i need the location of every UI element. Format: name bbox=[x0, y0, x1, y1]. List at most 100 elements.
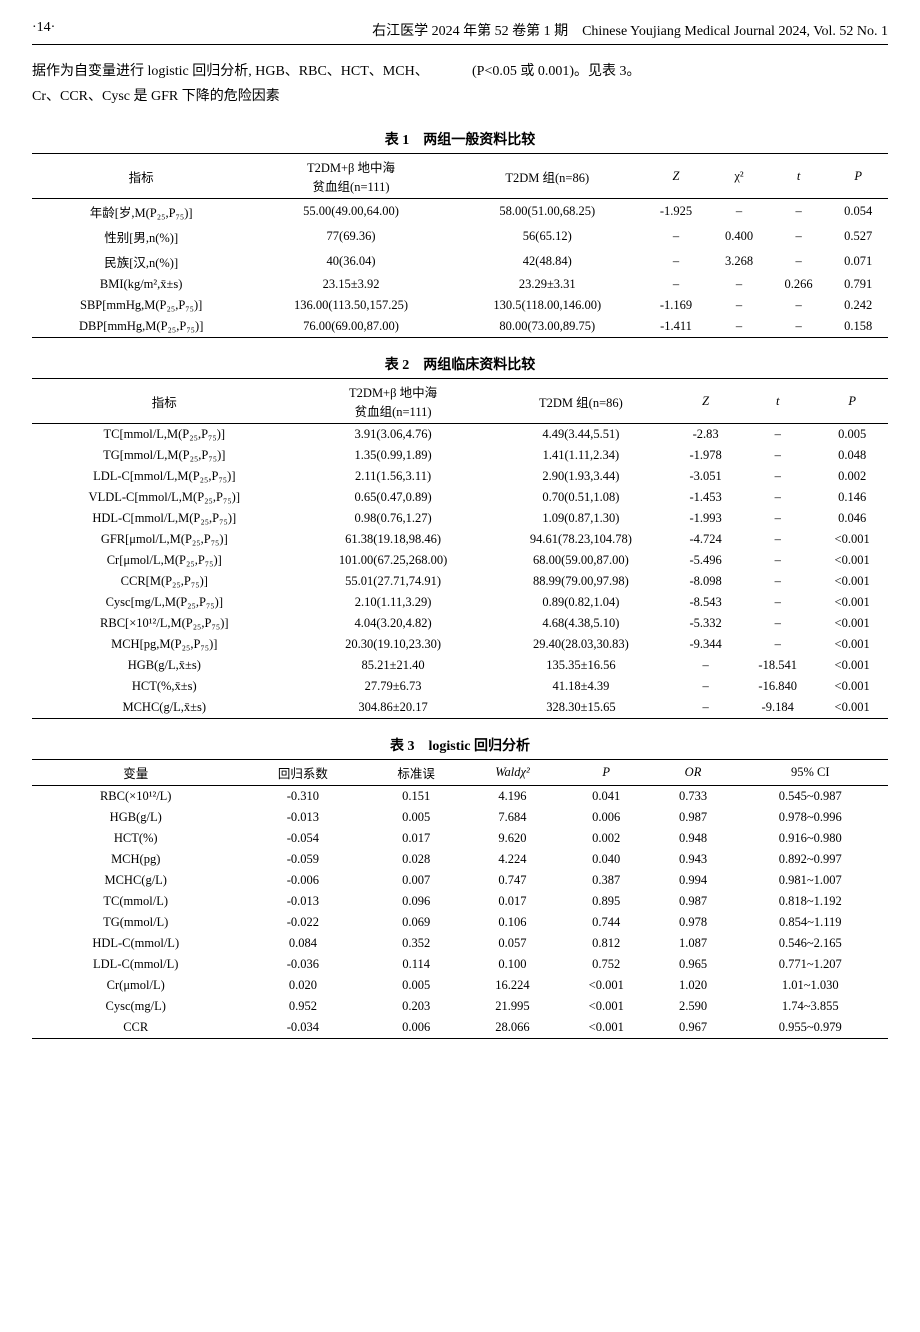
cell: 0.978~0.996 bbox=[733, 807, 888, 828]
col-header: P bbox=[559, 760, 654, 786]
cell: – bbox=[709, 316, 769, 338]
cell: 3.91(3.06,4.76) bbox=[297, 424, 490, 446]
col-header: Z bbox=[672, 379, 739, 424]
cell: 4.49(3.44,5.51) bbox=[490, 424, 673, 446]
cell: 0.114 bbox=[366, 954, 466, 975]
col-header: T2DM+β 地中海贫血组(n=111) bbox=[297, 379, 490, 424]
cell: 23.15±3.92 bbox=[250, 274, 451, 295]
cell: 29.40(28.03,30.83) bbox=[490, 634, 673, 655]
cell: 0.854~1.119 bbox=[733, 912, 888, 933]
table-row: 性别[男,n(%)]77(69.36)56(65.12)–0.400–0.527 bbox=[32, 224, 888, 249]
cell: 年龄[岁,M(P₂₅,P₇₅)] bbox=[32, 199, 250, 225]
cell: <0.001 bbox=[816, 697, 888, 719]
table-row: Cr(μmol/L)0.0200.00516.224<0.0011.0201.0… bbox=[32, 975, 888, 996]
cell: 68.00(59.00,87.00) bbox=[490, 550, 673, 571]
cell: -3.051 bbox=[672, 466, 739, 487]
cell: 0.546~2.165 bbox=[733, 933, 888, 954]
cell: -2.83 bbox=[672, 424, 739, 446]
cell: – bbox=[672, 655, 739, 676]
cell: <0.001 bbox=[816, 655, 888, 676]
cell: 0.387 bbox=[559, 870, 654, 891]
cell: 0.892~0.997 bbox=[733, 849, 888, 870]
cell: <0.001 bbox=[816, 634, 888, 655]
cell: 0.400 bbox=[709, 224, 769, 249]
cell: 56(65.12) bbox=[452, 224, 643, 249]
col-header: 标准误 bbox=[366, 760, 466, 786]
cell: 0.041 bbox=[559, 786, 654, 808]
cell: -0.006 bbox=[239, 870, 366, 891]
table-row: MCH[pg,M(P₂₅,P₇₅)]20.30(19.10,23.30)29.4… bbox=[32, 634, 888, 655]
cell: 23.29±3.31 bbox=[452, 274, 643, 295]
cell: -0.013 bbox=[239, 807, 366, 828]
table-row: HDL-C(mmol/L)0.0840.3520.0570.8121.0870.… bbox=[32, 933, 888, 954]
cell: – bbox=[672, 676, 739, 697]
cell: – bbox=[769, 199, 829, 225]
cell: Cysc[mg/L,M(P₂₅,P₇₅)] bbox=[32, 592, 297, 613]
cell: – bbox=[739, 550, 816, 571]
cell: -1.411 bbox=[643, 316, 709, 338]
cell: 0.978 bbox=[653, 912, 732, 933]
table-row: 民族[汉,n(%)]40(36.04)42(48.84)–3.268–0.071 bbox=[32, 249, 888, 274]
cell: CCR[M(P₂₅,P₇₅)] bbox=[32, 571, 297, 592]
table-row: LDL-C(mmol/L)-0.0360.1140.1000.7520.9650… bbox=[32, 954, 888, 975]
cell: 1.41(1.11,2.34) bbox=[490, 445, 673, 466]
body-col-right: (P<0.05 或 0.001)。见表 3。 bbox=[472, 59, 888, 109]
table-row: TC(mmol/L)-0.0130.0960.0170.8950.9870.81… bbox=[32, 891, 888, 912]
col-header: 回归系数 bbox=[239, 760, 366, 786]
table-row: RBC[×10¹²/L,M(P₂₅,P₇₅)]4.04(3.20,4.82)4.… bbox=[32, 613, 888, 634]
cell: VLDL-C[mmol/L,M(P₂₅,P₇₅)] bbox=[32, 487, 297, 508]
table-row: BMI(kg/m²,x̄±s)23.15±3.9223.29±3.31––0.2… bbox=[32, 274, 888, 295]
cell: HCT(%,x̄±s) bbox=[32, 676, 297, 697]
cell: 20.30(19.10,23.30) bbox=[297, 634, 490, 655]
cell: – bbox=[709, 295, 769, 316]
cell: – bbox=[739, 592, 816, 613]
cell: -1.978 bbox=[672, 445, 739, 466]
cell: 27.79±6.73 bbox=[297, 676, 490, 697]
cell: 4.04(3.20,4.82) bbox=[297, 613, 490, 634]
cell: -9.184 bbox=[739, 697, 816, 719]
cell: 2.90(1.93,3.44) bbox=[490, 466, 673, 487]
cell: 0.994 bbox=[653, 870, 732, 891]
cell: Cysc(mg/L) bbox=[32, 996, 239, 1017]
cell: BMI(kg/m²,x̄±s) bbox=[32, 274, 250, 295]
cell: – bbox=[739, 424, 816, 446]
cell: – bbox=[739, 445, 816, 466]
cell: – bbox=[769, 224, 829, 249]
table1-title: 表 1 两组一般资料比较 bbox=[32, 129, 888, 149]
cell: 1.01~1.030 bbox=[733, 975, 888, 996]
cell: 0.771~1.207 bbox=[733, 954, 888, 975]
body-col-left: 据作为自变量进行 logistic 回归分析, HGB、RBC、HCT、MCH、… bbox=[32, 59, 448, 109]
cell: CCR bbox=[32, 1017, 239, 1039]
cell: 0.955~0.979 bbox=[733, 1017, 888, 1039]
cell: 0.007 bbox=[366, 870, 466, 891]
table-row: MCHC(g/L)-0.0060.0070.7470.3870.9940.981… bbox=[32, 870, 888, 891]
cell: HCT(%) bbox=[32, 828, 239, 849]
cell: 0.017 bbox=[366, 828, 466, 849]
cell: 2.11(1.56,3.11) bbox=[297, 466, 490, 487]
table-row: VLDL-C[mmol/L,M(P₂₅,P₇₅)]0.65(0.47,0.89)… bbox=[32, 487, 888, 508]
cell: SBP[mmHg,M(P₂₅,P₇₅)] bbox=[32, 295, 250, 316]
table-row: MCHC(g/L,x̄±s)304.86±20.17328.30±15.65–-… bbox=[32, 697, 888, 719]
cell: 42(48.84) bbox=[452, 249, 643, 274]
cell: GFR[μmol/L,M(P₂₅,P₇₅)] bbox=[32, 529, 297, 550]
col-header: t bbox=[769, 154, 829, 199]
cell: – bbox=[672, 697, 739, 719]
cell: -16.840 bbox=[739, 676, 816, 697]
cell: 1.087 bbox=[653, 933, 732, 954]
journal-title-cn: 右江医学 2024 年第 52 卷第 1 期 Chinese Youjiang … bbox=[372, 20, 888, 40]
cell: HDL-C(mmol/L) bbox=[32, 933, 239, 954]
col-header: P bbox=[816, 379, 888, 424]
cell: 0.70(0.51,1.08) bbox=[490, 487, 673, 508]
col-header: P bbox=[828, 154, 888, 199]
table-row: HGB(g/L,x̄±s)85.21±21.40135.35±16.56–-18… bbox=[32, 655, 888, 676]
cell: -8.543 bbox=[672, 592, 739, 613]
table1: 指标 T2DM+β 地中海贫血组(n=111) T2DM 组(n=86) Z χ… bbox=[32, 153, 888, 338]
col-header: 指标 bbox=[32, 379, 297, 424]
cell: – bbox=[769, 295, 829, 316]
cell: 41.18±4.39 bbox=[490, 676, 673, 697]
cell: 0.733 bbox=[653, 786, 732, 808]
cell: -0.036 bbox=[239, 954, 366, 975]
cell: 76.00(69.00,87.00) bbox=[250, 316, 451, 338]
cell: – bbox=[769, 316, 829, 338]
table-row: 指标 T2DM+β 地中海贫血组(n=111) T2DM 组(n=86) Z χ… bbox=[32, 154, 888, 199]
